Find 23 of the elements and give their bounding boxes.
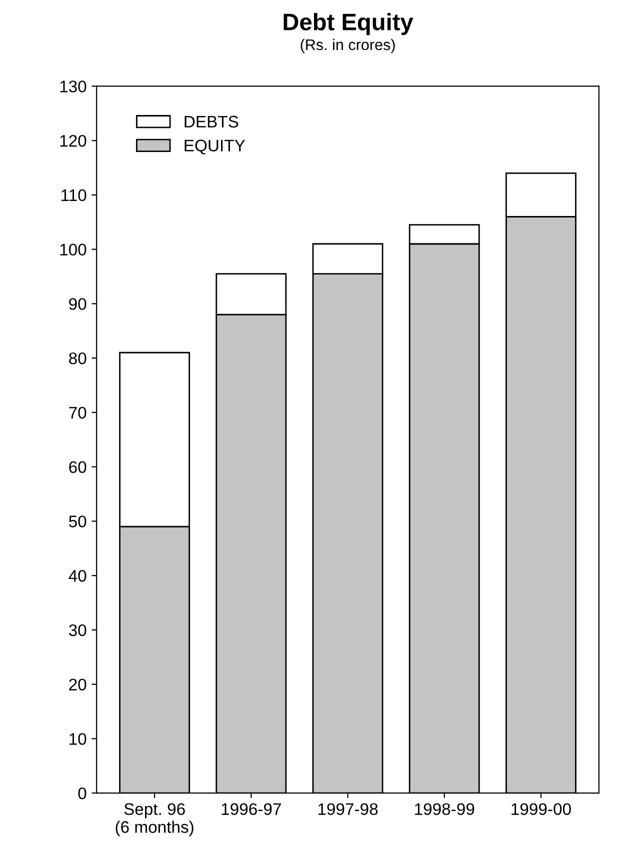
x-tick-label: 1997-98: [318, 803, 378, 816]
y-tick-label: 60: [69, 461, 86, 474]
x-tick-label: 1996-97: [222, 803, 281, 816]
y-tick-label: 30: [68, 624, 86, 636]
y-tick-label: 80: [69, 352, 86, 364]
x-tick-label: 1999-00: [512, 803, 571, 816]
y-tick-label: 90: [69, 298, 86, 310]
y-tick-label: 10: [70, 733, 86, 745]
y-tick-label: 130: [60, 80, 86, 92]
chart-title: Debt Equity: [284, 13, 414, 36]
y-tick-label: 20: [69, 678, 86, 690]
legend-label: DEBTS: [184, 116, 238, 128]
chart-subtitle: (Rs. in crores): [300, 38, 395, 54]
x-tick-label: Sept. 96 (6 months): [116, 803, 194, 836]
y-tick-label: 100: [60, 244, 86, 256]
x-tick-label: 1998-99: [415, 803, 474, 816]
y-tick-label: 120: [60, 134, 86, 147]
y-tick-label: 40: [68, 570, 86, 582]
y-tick-label: 50: [69, 516, 86, 528]
y-tick-label: 70: [69, 406, 86, 419]
legend-label: EQUITY: [184, 140, 246, 154]
y-tick-label: 0: [78, 787, 86, 800]
y-tick-label: 110: [62, 189, 86, 202]
